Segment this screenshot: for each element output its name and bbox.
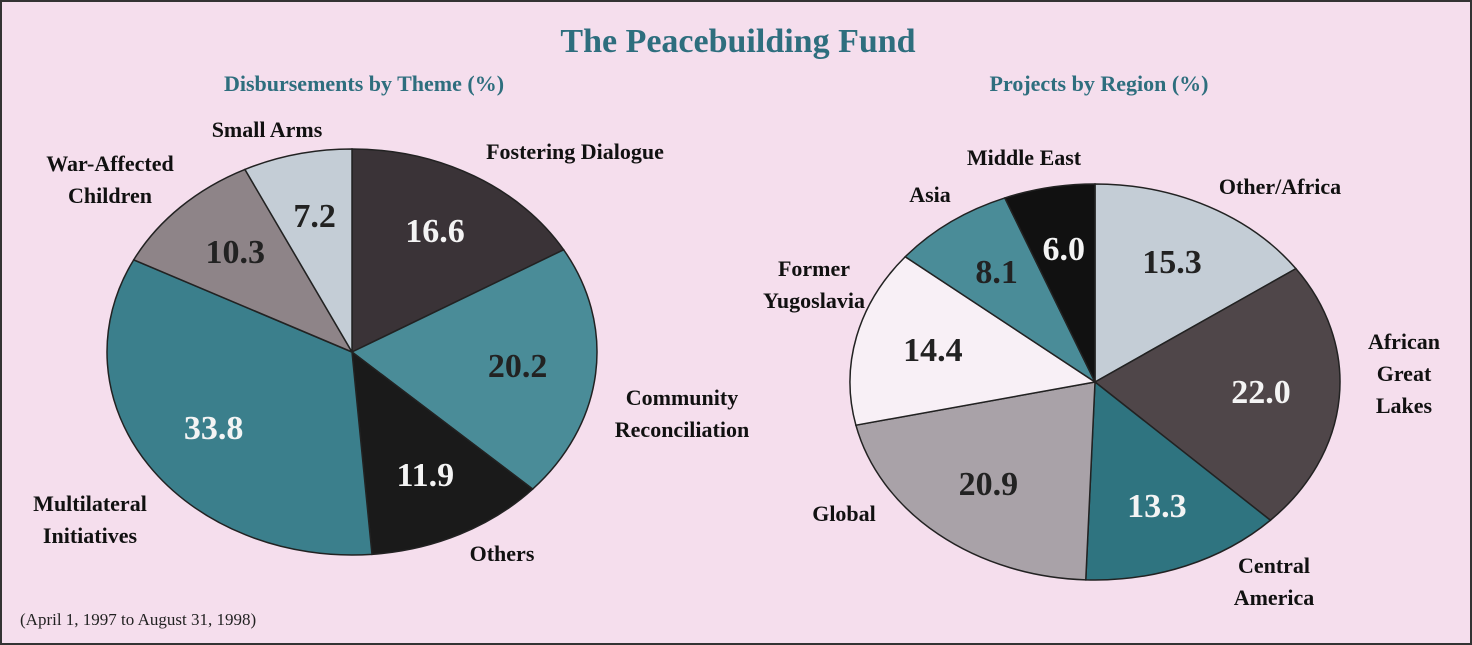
date-note: (April 1, 1997 to August 31, 1998) [20, 610, 257, 629]
category-label: War-Affected Children [46, 151, 174, 208]
value-label: 16.6 [405, 213, 465, 251]
chart-subtitle: Disbursements by Theme (%) [223, 71, 505, 96]
value-label: 7.2 [293, 198, 336, 236]
value-label: 20.2 [487, 347, 548, 385]
pie-slice [243, 148, 353, 355]
category-label: African Great Lakes [1367, 329, 1441, 418]
category-label: Asia [909, 182, 951, 207]
pie-slice [351, 350, 534, 556]
category-label: Middle East [966, 145, 1082, 170]
pie-slice [132, 168, 354, 354]
category-label: Central America [1233, 553, 1315, 610]
main-title: The Peacebuilding Fund [560, 23, 916, 60]
pie-slice [904, 196, 1097, 385]
value-label: 20.9 [958, 466, 1019, 504]
pie-slice [1003, 183, 1096, 383]
value-label: 6.0 [1042, 230, 1086, 268]
value-label: 15.3 [1142, 243, 1202, 281]
pie-slice [1094, 183, 1298, 384]
category-label: Community Reconciliation [614, 385, 750, 442]
pie-slice [351, 148, 565, 354]
category-label: Multilateral Initiatives [33, 491, 147, 548]
pie-slice [854, 381, 1096, 581]
pie-slice [1084, 380, 1272, 581]
value-label: 11.9 [396, 456, 455, 494]
category-label: Other/Africa [1218, 174, 1342, 199]
pie-slice [350, 248, 598, 491]
value-label: 14.4 [903, 331, 963, 369]
category-label: Former Yugoslavia [763, 256, 865, 313]
pie-slice [106, 258, 373, 556]
category-label: Fostering Dialogue [486, 139, 664, 164]
value-label: 13.3 [1127, 488, 1187, 526]
pie-slice [849, 255, 1097, 427]
value-label: 8.1 [975, 254, 1018, 292]
pie-slice [1093, 267, 1341, 522]
category-label: Global [812, 501, 876, 526]
category-label: Others [469, 541, 535, 566]
category-label: Small Arms [211, 117, 323, 142]
value-label: 10.3 [205, 234, 266, 272]
value-label: 22.0 [1231, 373, 1291, 411]
value-label: 33.8 [183, 409, 244, 447]
chart-subtitle: Projects by Region (%) [989, 71, 1209, 96]
